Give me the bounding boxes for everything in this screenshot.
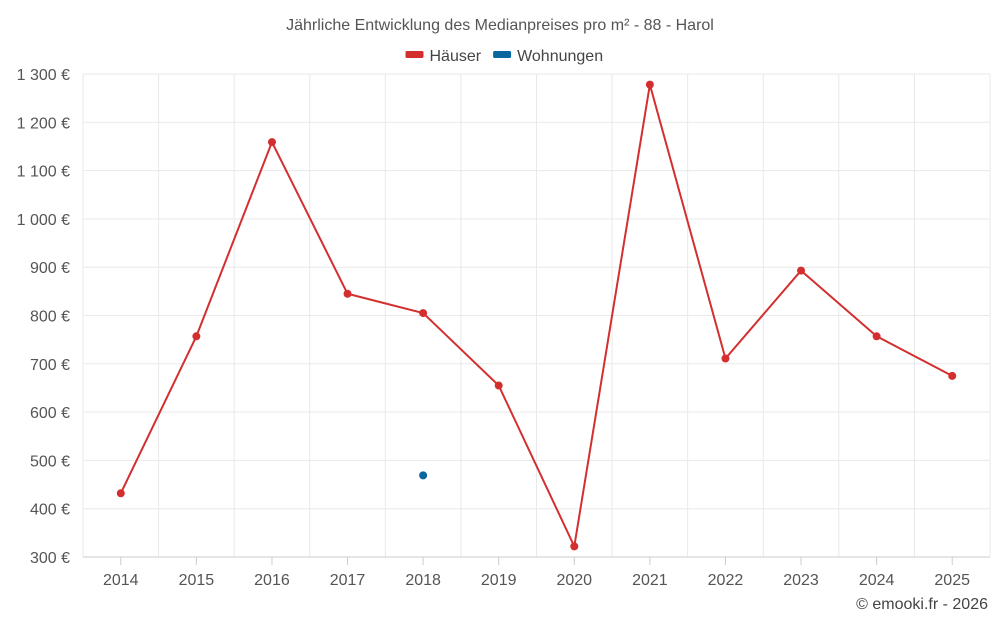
data-point[interactable] xyxy=(872,332,881,341)
data-point[interactable] xyxy=(343,289,352,298)
y-tick-label: 1 200 € xyxy=(17,115,70,132)
x-tick-label: 2025 xyxy=(934,572,970,589)
legend-swatch xyxy=(493,51,512,58)
x-tick-label: 2016 xyxy=(254,572,290,589)
data-point[interactable] xyxy=(267,138,276,147)
credit-text: © emooki.fr - 2026 xyxy=(856,596,988,613)
y-tick-label: 800 € xyxy=(30,309,70,326)
data-point[interactable] xyxy=(570,542,579,551)
y-tick-label: 1 100 € xyxy=(17,164,70,181)
y-axis: 300 € 400 € 500 € 600 € 700 € 800 € 900 € 1 000… xyxy=(17,67,70,567)
data-point[interactable] xyxy=(721,354,730,363)
x-tick-label: 2015 xyxy=(179,572,215,589)
x-tick-label: 2024 xyxy=(859,572,895,589)
data-point[interactable] xyxy=(948,371,957,380)
data-point[interactable] xyxy=(419,471,428,480)
y-tick-label: 1 300 € xyxy=(17,67,70,84)
x-tick-label: 2022 xyxy=(708,572,744,589)
chart-title: Jährliche Entwicklung des Medianpreises … xyxy=(286,17,714,34)
legend: Häuser Wohnungen xyxy=(405,48,603,65)
x-tick-label: 2014 xyxy=(103,572,139,589)
data-point[interactable] xyxy=(419,309,428,318)
x-axis: 2014 2015 2016 2017 2018 2019 2020 2021 2022 2023… xyxy=(83,556,990,589)
series-layer xyxy=(116,80,957,551)
x-tick-label: 2019 xyxy=(481,572,517,589)
x-tick-label: 2018 xyxy=(405,572,441,589)
data-point[interactable] xyxy=(494,381,503,390)
y-tick-label: 400 € xyxy=(30,502,70,519)
y-tick-label: 1 000 € xyxy=(17,212,70,229)
x-tick-label: 2020 xyxy=(556,572,592,589)
x-tick-label: 2021 xyxy=(632,572,668,589)
x-tick-label: 2023 xyxy=(783,572,819,589)
data-point[interactable] xyxy=(192,332,201,341)
legend-label[interactable]: Häuser xyxy=(430,48,482,65)
series-line-0 xyxy=(119,83,953,548)
y-tick-label: 500 € xyxy=(30,453,70,470)
x-tick-label: 2017 xyxy=(330,572,366,589)
y-tick-label: 900 € xyxy=(30,260,70,277)
legend-swatch xyxy=(405,51,424,58)
y-tick-label: 700 € xyxy=(30,357,70,374)
legend-label[interactable]: Wohnungen xyxy=(517,48,603,65)
data-point[interactable] xyxy=(645,80,654,89)
data-point[interactable] xyxy=(116,489,125,498)
y-tick-label: 300 € xyxy=(30,550,70,567)
y-tick-label: 600 € xyxy=(30,405,70,422)
data-point[interactable] xyxy=(797,266,806,275)
